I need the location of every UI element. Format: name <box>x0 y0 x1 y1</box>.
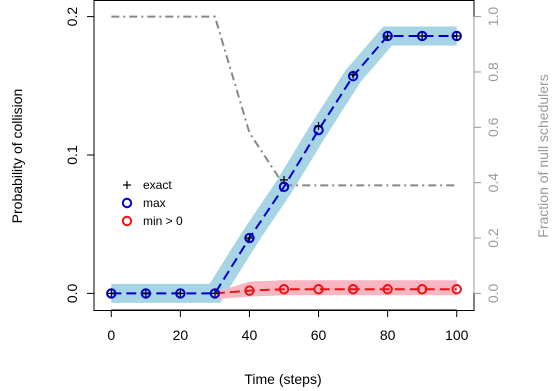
x-axis-title: Time (steps) <box>244 371 321 387</box>
max-point <box>106 288 117 299</box>
max-point <box>140 288 152 299</box>
x-tick-label: 100 <box>445 327 469 343</box>
legend-max-marker <box>121 197 133 209</box>
min-point <box>416 284 428 295</box>
legend-label: min > 0 <box>143 214 183 228</box>
legend-exact-marker <box>123 181 131 189</box>
min-point <box>382 284 393 295</box>
legend-label: max <box>143 196 166 210</box>
legend-label: exact <box>143 178 172 192</box>
legend-min-marker <box>121 215 133 227</box>
exact-point <box>141 289 150 298</box>
max-point <box>451 30 462 42</box>
null-fraction-series <box>111 15 457 187</box>
exact-point <box>383 31 392 40</box>
x-tick-label: 80 <box>380 327 396 343</box>
min-point <box>451 284 462 295</box>
y-axis: 0.0 0.1 0.2 <box>64 7 95 303</box>
max-point <box>175 288 186 299</box>
exact-point <box>210 289 219 298</box>
right-tick-label: 0.0 <box>485 283 501 303</box>
right-tick-label: 1.0 <box>485 7 501 27</box>
right-tick-label: 0.2 <box>485 228 501 248</box>
uncertainty-bands <box>111 26 457 303</box>
x-tick-label: 60 <box>311 327 327 343</box>
right-axis: 0.0 0.2 0.4 0.6 0.8 1.0 <box>473 7 501 303</box>
exact-point <box>452 31 461 40</box>
min-point <box>313 284 324 295</box>
x-tick-label: 20 <box>173 327 189 343</box>
min-point <box>244 285 255 296</box>
y-tick-label: 0.1 <box>64 145 80 165</box>
plot-frame <box>93 0 475 311</box>
x-tick-label: 0 <box>107 327 115 343</box>
max-point <box>209 288 221 299</box>
exact-point <box>314 121 323 130</box>
data-series <box>106 30 462 299</box>
exact-point <box>349 70 358 79</box>
max-point <box>382 30 393 42</box>
exact-point <box>280 175 288 184</box>
max-band <box>111 26 457 303</box>
max-point <box>244 232 255 244</box>
y-tick-label: 0.2 <box>64 7 80 27</box>
x-tick-label: 40 <box>242 327 258 343</box>
max-line <box>111 35 457 295</box>
min-point <box>278 284 290 295</box>
y-tick-label: 0.0 <box>64 283 80 303</box>
right-tick-label: 0.8 <box>485 62 501 82</box>
exact-point <box>418 31 427 40</box>
right-tick-label: 0.4 <box>485 173 501 193</box>
null-fraction-line <box>111 15 457 187</box>
max-point <box>416 30 428 42</box>
y-axis-title: Probability of collision <box>9 89 25 224</box>
exact-point <box>245 234 254 243</box>
right-tick-label: 0.6 <box>485 117 501 137</box>
min-point <box>347 284 359 295</box>
min-line <box>214 288 457 295</box>
legend: exact max min > 0 <box>121 178 183 228</box>
x-axis: 0 20 40 60 80 100 <box>107 309 469 343</box>
exact-point <box>176 289 185 298</box>
right-axis-title: Fraction of null schedulers <box>535 74 551 237</box>
exact-point <box>107 289 116 298</box>
